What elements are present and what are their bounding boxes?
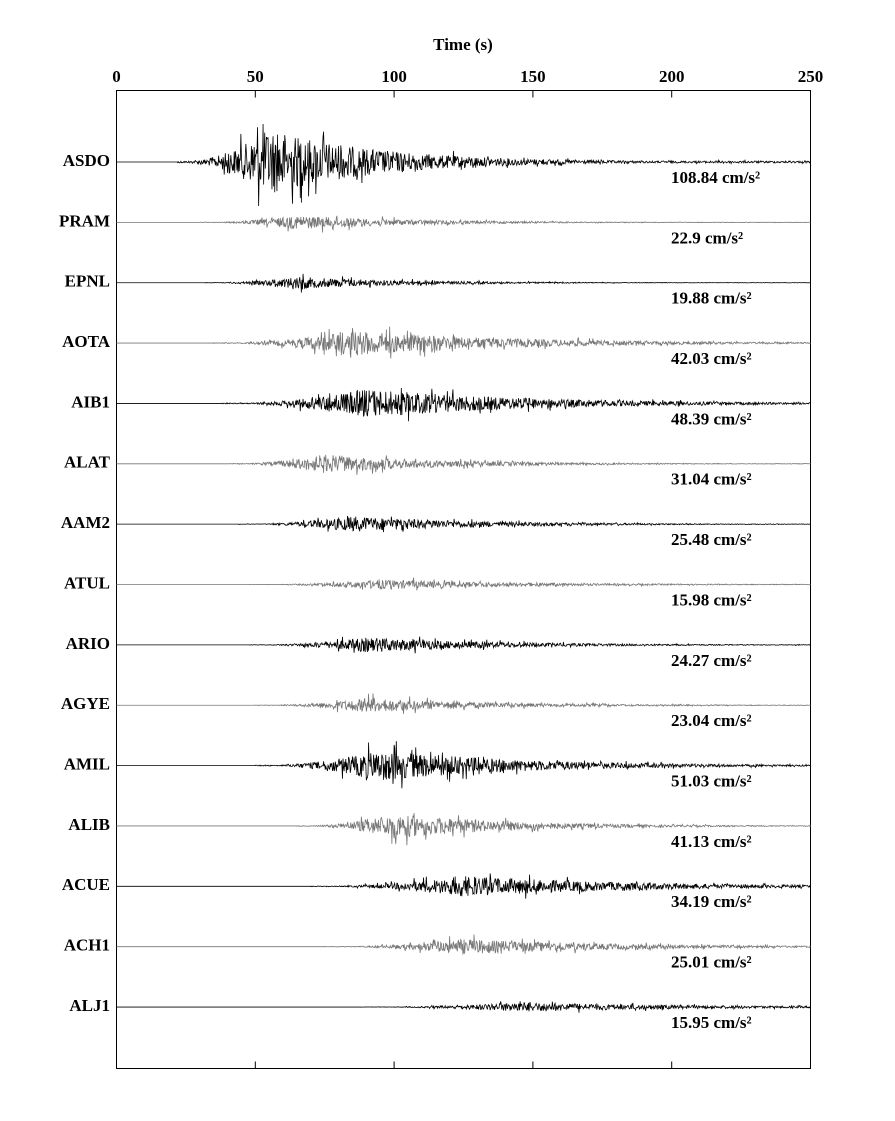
peak-label: 42.03 cm/s²	[671, 349, 752, 368]
peak-label: 15.98 cm/s²	[671, 590, 752, 609]
peak-label: 23.04 cm/s²	[671, 711, 752, 730]
waveform	[117, 935, 811, 954]
chart: Time (s) 0 50 100 150 200 250 ASDO 108.84 cm/s²…	[0, 0, 895, 1121]
waveform	[117, 1001, 811, 1013]
station-label: ACH1	[64, 936, 110, 955]
x-tick-label: 200	[659, 67, 685, 86]
x-tick-label: 0	[112, 67, 121, 86]
peak-label: 41.13 cm/s²	[671, 832, 752, 851]
peak-label: 108.84 cm/s²	[671, 168, 760, 187]
station-label: AAM2	[61, 513, 110, 532]
station-label: EPNL	[65, 272, 110, 291]
station-label: ATUL	[64, 573, 110, 592]
x-tick-label: 100	[381, 67, 407, 86]
station-label: ASDO	[63, 151, 110, 170]
peak-label: 51.03 cm/s²	[671, 772, 752, 791]
peak-label: 31.04 cm/s²	[671, 470, 752, 489]
peak-label: 48.39 cm/s²	[671, 409, 752, 428]
peak-label: 22.9 cm/s²	[671, 228, 743, 247]
x-tick-label: 150	[520, 67, 546, 86]
station-label: ALIB	[68, 815, 110, 834]
station-label: ARIO	[66, 634, 110, 653]
station-label: ACUE	[62, 875, 110, 894]
station-label: AMIL	[64, 755, 110, 774]
peak-label: 34.19 cm/s²	[671, 892, 752, 911]
station-label: AGYE	[61, 694, 110, 713]
waveform	[117, 124, 811, 206]
station-label: AIB1	[71, 392, 110, 411]
peak-label: 19.88 cm/s²	[671, 289, 752, 308]
peak-label: 15.95 cm/s²	[671, 1013, 752, 1032]
station-label: PRAM	[59, 211, 110, 230]
station-label: AOTA	[62, 332, 111, 351]
peak-label: 25.01 cm/s²	[671, 953, 752, 972]
peak-label: 25.48 cm/s²	[671, 530, 752, 549]
x-tick-label: 50	[247, 67, 264, 86]
x-axis-title: Time (s)	[433, 35, 493, 54]
station-label: ALJ1	[69, 996, 110, 1015]
waveform	[117, 578, 811, 591]
x-tick-label: 250	[798, 67, 824, 86]
station-label: ALAT	[64, 453, 111, 472]
peak-label: 24.27 cm/s²	[671, 651, 752, 670]
